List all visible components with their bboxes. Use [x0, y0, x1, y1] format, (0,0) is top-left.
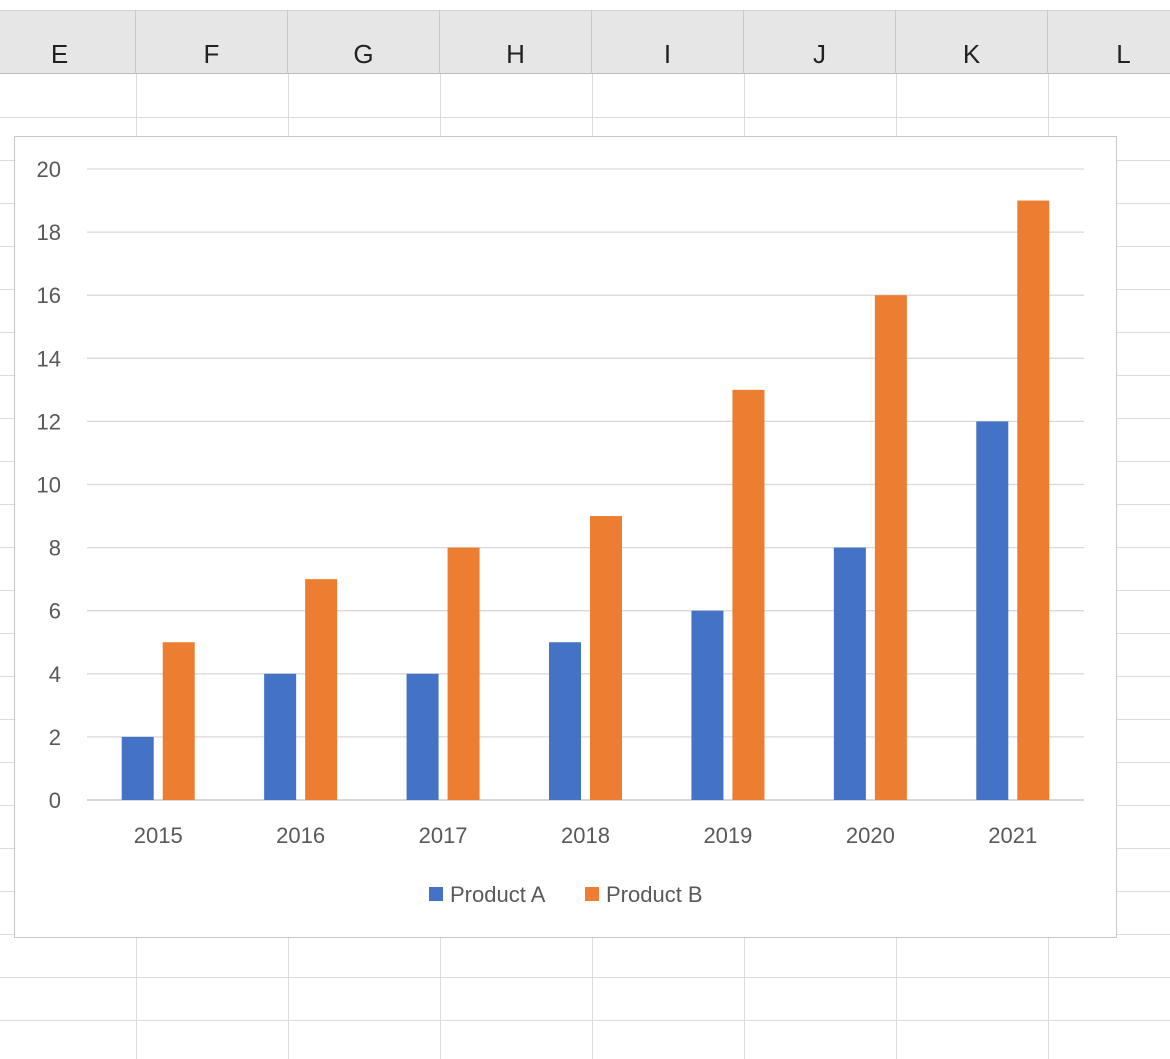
column-header-j[interactable]: J: [744, 11, 896, 74]
bar-product-b-2016[interactable]: [305, 579, 338, 800]
y-tick-label: 0: [49, 788, 61, 813]
bar-product-a-2016[interactable]: [264, 673, 297, 800]
x-tick-label: 2019: [703, 823, 752, 848]
y-tick-label: 4: [49, 662, 61, 687]
chart-bars: [121, 200, 1050, 801]
y-tick-label: 14: [37, 346, 61, 371]
column-header-h[interactable]: H: [440, 11, 592, 74]
y-tick-label: 6: [49, 599, 61, 624]
column-header-g[interactable]: G: [288, 11, 440, 74]
x-tick-label: 2018: [561, 823, 610, 848]
bar-product-a-2021[interactable]: [976, 421, 1009, 800]
chart-legend[interactable]: Product A Product B: [429, 882, 703, 907]
column-header-l[interactable]: L: [1048, 11, 1170, 74]
bar-product-a-2018[interactable]: [549, 642, 581, 800]
y-tick-label: 20: [37, 157, 61, 182]
chart-area[interactable]: 0 2 4 6 8 10 12 14 16 18 20 2015 2016 2017 2018 2019 20…: [14, 136, 1117, 938]
y-tick-label: 16: [37, 283, 61, 308]
legend-swatch: [585, 887, 599, 901]
column-header-e[interactable]: E: [0, 11, 136, 74]
x-tick-label: 2016: [276, 823, 325, 848]
x-tick-label: 2021: [988, 823, 1037, 848]
bar-product-b-2018[interactable]: [590, 516, 622, 800]
bar-product-b-2021[interactable]: [1017, 200, 1050, 801]
row-gridline: [0, 977, 1170, 978]
row-gridline: [0, 1020, 1170, 1021]
legend-label[interactable]: Product B: [606, 882, 703, 907]
bar-product-b-2020[interactable]: [874, 295, 907, 800]
row-gridline: [0, 117, 1170, 118]
y-tick-label: 2: [49, 725, 61, 750]
chart-gridlines: [87, 168, 1084, 801]
y-tick-label: 12: [37, 409, 61, 434]
bar-product-b-2015[interactable]: [162, 642, 195, 800]
x-tick-label: 2015: [134, 823, 183, 848]
bar-product-b-2019[interactable]: [732, 389, 765, 800]
y-tick-label: 10: [37, 473, 61, 498]
y-axis-tick-labels: 0 2 4 6 8 10 12 14 16 18 20: [37, 157, 61, 813]
column-header-f[interactable]: F: [136, 11, 288, 74]
column-header-k[interactable]: K: [896, 11, 1048, 74]
column-header-i[interactable]: I: [592, 11, 744, 74]
legend-swatch: [429, 887, 443, 901]
y-tick-label: 18: [37, 220, 61, 245]
x-axis-tick-labels: 2015 2016 2017 2018 2019 2020 2021: [134, 823, 1038, 848]
bar-product-b-2017[interactable]: [447, 547, 480, 800]
bar-product-a-2017[interactable]: [406, 673, 439, 800]
x-tick-label: 2017: [419, 823, 468, 848]
x-tick-label: 2020: [846, 823, 895, 848]
bar-product-a-2019[interactable]: [691, 610, 724, 800]
bar-product-a-2015[interactable]: [121, 736, 154, 800]
legend-label[interactable]: Product A: [450, 882, 546, 907]
bar-product-a-2020[interactable]: [833, 547, 866, 800]
y-tick-label: 8: [49, 536, 61, 561]
